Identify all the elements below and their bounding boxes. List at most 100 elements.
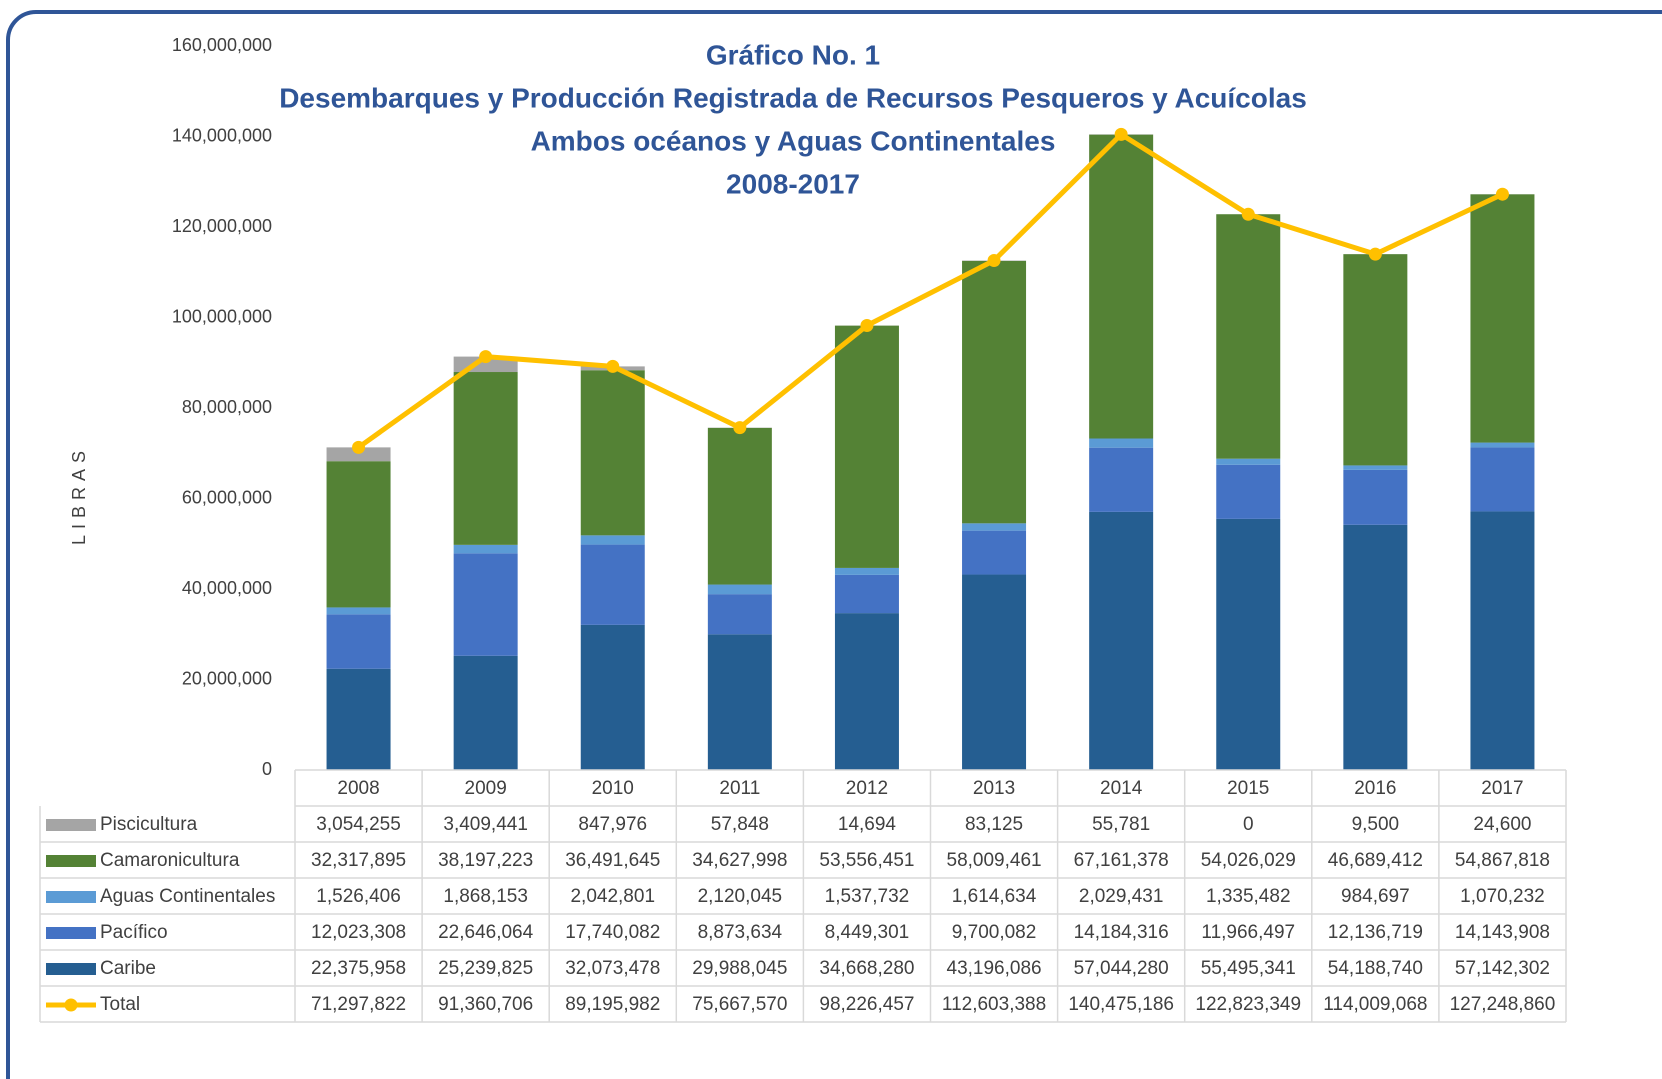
table-cell: 1,868,153 xyxy=(443,886,528,907)
table-cell: 34,668,280 xyxy=(819,958,914,979)
table-cell: 127,248,860 xyxy=(1450,994,1556,1015)
table-cell: 2,120,045 xyxy=(698,886,783,907)
table-cell: 57,848 xyxy=(711,814,769,835)
table-cell: 34,627,998 xyxy=(692,850,787,871)
legend-label: Total xyxy=(100,994,140,1015)
bar xyxy=(580,370,645,536)
x-tick-label: 2008 xyxy=(337,778,379,799)
table-cell: 71,297,822 xyxy=(311,994,406,1015)
bar xyxy=(453,544,518,554)
legend-swatch xyxy=(64,998,78,1012)
bar xyxy=(707,427,772,585)
bar xyxy=(580,624,645,770)
line-marker xyxy=(733,421,747,435)
bar xyxy=(1216,518,1281,770)
bar xyxy=(707,594,772,635)
y-tick-label: 40,000,000 xyxy=(182,578,272,598)
table-cell: 38,197,223 xyxy=(438,850,533,871)
bar xyxy=(707,584,772,595)
table-cell: 1,614,634 xyxy=(952,886,1037,907)
table-cell: 25,239,825 xyxy=(438,958,533,979)
table-cell: 14,143,908 xyxy=(1455,922,1550,943)
bar xyxy=(1470,194,1535,443)
y-tick-label: 60,000,000 xyxy=(182,487,272,507)
table-cell: 55,781 xyxy=(1092,814,1150,835)
bar xyxy=(834,574,899,614)
bar xyxy=(1216,464,1281,519)
table-cell: 32,073,478 xyxy=(565,958,660,979)
legend-swatch xyxy=(46,963,96,975)
x-tick-label: 2011 xyxy=(719,778,760,799)
legend-label: Aguas Continentales xyxy=(100,886,275,907)
table-cell: 55,495,341 xyxy=(1201,958,1296,979)
table-cell: 0 xyxy=(1243,814,1254,835)
bar xyxy=(962,523,1027,531)
legend-label: Pacífico xyxy=(100,922,168,943)
chart-subtitle: 2008-2017 xyxy=(726,168,860,199)
bar xyxy=(453,372,518,545)
line-marker xyxy=(987,253,1001,267)
table-cell: 112,603,388 xyxy=(942,994,1046,1015)
bar xyxy=(1216,458,1281,465)
legend-label: Camaronicultura xyxy=(100,850,240,871)
line-marker xyxy=(352,440,366,454)
table-cell: 9,700,082 xyxy=(952,922,1037,943)
bar xyxy=(326,607,391,615)
table-cell: 9,500 xyxy=(1352,814,1400,835)
bar xyxy=(1470,511,1535,770)
table-cell: 122,823,349 xyxy=(1195,994,1301,1015)
y-axis-label: LIBRAS xyxy=(69,445,89,545)
table-cell: 91,360,706 xyxy=(438,994,533,1015)
table-cell: 2,042,801 xyxy=(570,886,655,907)
table-cell: 114,009,068 xyxy=(1323,994,1427,1015)
line xyxy=(357,131,1504,450)
bar xyxy=(962,260,1027,524)
table-cell: 32,317,895 xyxy=(311,850,406,871)
bar xyxy=(1470,447,1535,512)
bar xyxy=(326,461,391,608)
table-cell: 1,526,406 xyxy=(316,886,401,907)
table-cell: 14,184,316 xyxy=(1074,922,1169,943)
table-cell: 58,009,461 xyxy=(947,850,1042,871)
table-cell: 12,023,308 xyxy=(311,922,406,943)
bar xyxy=(1343,465,1408,470)
bar xyxy=(1216,214,1281,459)
bar xyxy=(580,535,645,545)
y-tick-label: 0 xyxy=(262,759,272,779)
table-cell: 75,667,570 xyxy=(692,994,787,1015)
x-tick-label: 2009 xyxy=(465,778,507,799)
bar xyxy=(962,574,1027,770)
table-cell: 22,646,064 xyxy=(438,922,534,943)
table-cell: 54,867,818 xyxy=(1455,850,1550,871)
bar xyxy=(834,325,899,568)
bar xyxy=(1089,511,1154,770)
table-cell: 8,449,301 xyxy=(825,922,910,943)
bar xyxy=(1343,469,1408,525)
legend-label: Caribe xyxy=(100,958,156,979)
bar xyxy=(1089,447,1154,512)
table-cell: 140,475,186 xyxy=(1068,994,1174,1015)
table-cell: 3,409,441 xyxy=(443,814,528,835)
x-tick-label: 2014 xyxy=(1100,778,1143,799)
bar xyxy=(834,613,899,770)
bar xyxy=(326,447,391,462)
bar xyxy=(453,553,518,656)
table-cell: 24,600 xyxy=(1473,814,1531,835)
table-cell: 43,196,086 xyxy=(947,958,1042,979)
table-cell: 17,740,082 xyxy=(565,922,660,943)
table-cell: 12,136,719 xyxy=(1328,922,1423,943)
bar xyxy=(1343,254,1408,466)
table-cell: 1,537,732 xyxy=(825,886,910,907)
table-cell: 54,026,029 xyxy=(1201,850,1296,871)
chart-title: Gráfico No. 1 xyxy=(706,39,880,70)
table-cell: 29,988,045 xyxy=(692,958,787,979)
y-tick-label: 20,000,000 xyxy=(182,668,272,688)
chart-subtitle: Ambos océanos y Aguas Continentales xyxy=(531,125,1056,156)
table-cell: 54,188,740 xyxy=(1328,958,1423,979)
table-cell: 22,375,958 xyxy=(311,958,406,979)
legend-swatch xyxy=(46,891,96,903)
legend-swatch xyxy=(46,855,96,867)
table-cell: 14,694 xyxy=(838,814,897,835)
line-marker xyxy=(860,319,874,333)
